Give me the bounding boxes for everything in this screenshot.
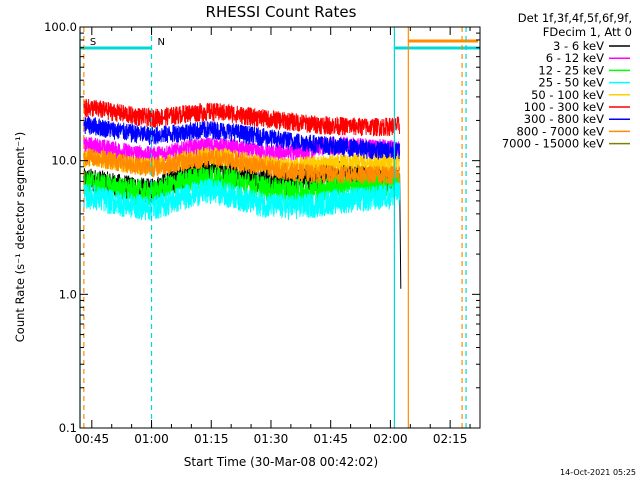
plot-area: S N 100.0 10.0 1.0 0.100:45 01:00 01:15 01:30 01:… — [44, 20, 481, 446]
x-tick-label-1: 01:00 — [134, 432, 169, 446]
y-axis-label: Count Rate (s⁻¹ detector segment⁻¹) — [13, 132, 27, 342]
y-tick-label-2: 1.0 — [59, 287, 77, 301]
series-line-3 — [83, 178, 401, 221]
legend-label-2: 12 - 25 keV — [538, 63, 604, 77]
y-tick-label-0: 100.0 — [44, 20, 77, 34]
x-tick-label-3: 01:30 — [254, 432, 289, 446]
x-axis-label: Start Time (30-Mar-08 00:42:02) — [184, 455, 378, 469]
legend-header-line-2: FDecim 1, Att 0 — [543, 25, 632, 39]
plot-frame — [79, 26, 481, 429]
legend-label-3: 25 - 50 keV — [538, 76, 604, 90]
x-tick-label-5: 02:00 — [373, 432, 408, 446]
legend-header-line-1: Det 1f,3f,4f,5f,6f,9f, — [518, 11, 632, 25]
series-line-5 — [83, 98, 401, 137]
y-tick-label-1: 10.0 — [51, 154, 77, 168]
x-tick-label-6: 02:15 — [433, 432, 468, 446]
series-line-7 — [83, 148, 401, 185]
legend-label-5: 100 - 300 keV — [524, 100, 604, 114]
y-tick-label-3: 0.1 — [59, 421, 77, 435]
legend-label-8: 7000 - 15000 keV — [502, 137, 604, 151]
footer-timestamp: 14-Oct-2021 05:25 — [560, 468, 636, 477]
x-tick-label-0: 00:45 — [75, 432, 110, 446]
chart-title: RHESSI Count Rates — [206, 3, 357, 21]
series-line-6 — [83, 116, 401, 160]
legend-label-4: 50 - 100 keV — [531, 88, 604, 102]
legend-label-0: 3 - 6 keV — [553, 39, 604, 53]
legend-label-7: 800 - 7000 keV — [516, 124, 604, 138]
annotation-n: N — [158, 37, 165, 48]
x-tick-label-2: 01:15 — [194, 432, 229, 446]
legend: Det 1f,3f,4f,5f,6f,9f, FDecim 1, Att 0 3… — [502, 11, 632, 151]
x-tick-label-4: 01:45 — [313, 432, 348, 446]
legend-label-6: 300 - 800 keV — [524, 112, 604, 126]
legend-label-1: 6 - 12 keV — [546, 51, 604, 65]
annotation-s: S — [90, 37, 96, 48]
